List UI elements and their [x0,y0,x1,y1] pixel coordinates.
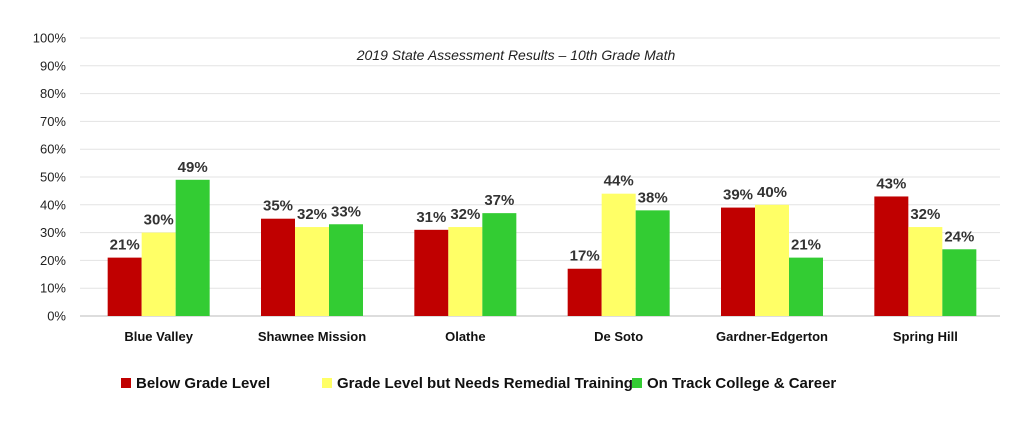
x-category-label: Spring Hill [893,329,958,344]
y-tick-label: 30% [40,225,66,240]
data-label: 39% [723,187,753,204]
bar [107,257,142,316]
x-category-label: Blue Valley [124,329,193,344]
y-tick-label: 50% [40,170,66,185]
data-label: 21% [110,237,140,254]
bar [175,179,210,316]
y-tick-label: 80% [40,86,66,101]
y-tick-label: 20% [40,253,66,268]
bar [908,227,943,316]
data-label: 40% [757,184,787,201]
bar [448,227,483,316]
data-label: 49% [178,159,208,176]
bar [942,249,977,316]
data-label: 43% [876,175,906,192]
legend-label: Grade Level but Needs Remedial Training [337,375,633,392]
y-tick-label: 10% [40,281,66,296]
data-label: 17% [570,248,600,265]
x-category-label: De Soto [594,329,643,344]
chart-title: 2019 State Assessment Results – 10th Gra… [356,47,676,63]
bar [635,210,670,316]
y-tick-label: 40% [40,197,66,212]
legend-swatch [322,378,332,388]
legend-item: Below Grade Level [121,375,270,392]
x-category-label: Olathe [445,329,485,344]
bar [261,218,295,316]
data-label: 31% [416,209,446,226]
legend-label: Below Grade Level [136,375,270,392]
bar [755,204,789,316]
data-label: 37% [484,192,514,209]
y-tick-label: 0% [47,309,66,324]
legend-swatch [632,378,642,388]
bar [329,224,363,316]
bar [789,257,823,316]
data-label: 30% [144,212,174,229]
bar [601,193,636,316]
data-label: 33% [331,203,361,220]
bar [721,207,755,316]
bar [482,213,517,316]
legend-item: On Track College & Career [632,375,836,392]
data-label: 32% [297,206,327,223]
gridlines [80,37,1000,317]
data-label: 21% [791,237,821,254]
y-tick-label: 60% [40,142,66,157]
y-axis-ticks: 0% 10% 20% 30% 40% 50% 60% 70% 80% 90% 100% [33,31,67,324]
bar [414,229,449,316]
bars [107,179,977,316]
x-category-label: Gardner-Edgerton [716,329,828,344]
data-label: 38% [638,189,668,206]
data-label: 44% [604,173,634,190]
data-label: 24% [944,228,974,245]
legend-swatch [121,378,131,388]
legend-item: Grade Level but Needs Remedial Training [322,375,633,392]
x-axis-categories: Blue Valley Shawnee Mission Olathe De Soto G… [124,329,957,344]
data-label: 35% [263,198,293,215]
data-label: 32% [910,206,940,223]
bar [874,196,909,316]
y-tick-label: 70% [40,114,66,129]
legend: Below Grade Level Grade Level but Needs R… [121,375,836,392]
x-category-label: Shawnee Mission [258,329,366,344]
bar [567,268,602,316]
data-label: 32% [450,206,480,223]
data-labels: 21%30%49%35% 32% 33% 31% 32%37%17%44%38% 39% 4… [110,159,975,265]
y-tick-label: 100% [33,31,67,46]
bar [141,232,176,316]
y-tick-label: 90% [40,58,66,73]
legend-label: On Track College & Career [647,375,836,392]
bar [295,227,329,316]
